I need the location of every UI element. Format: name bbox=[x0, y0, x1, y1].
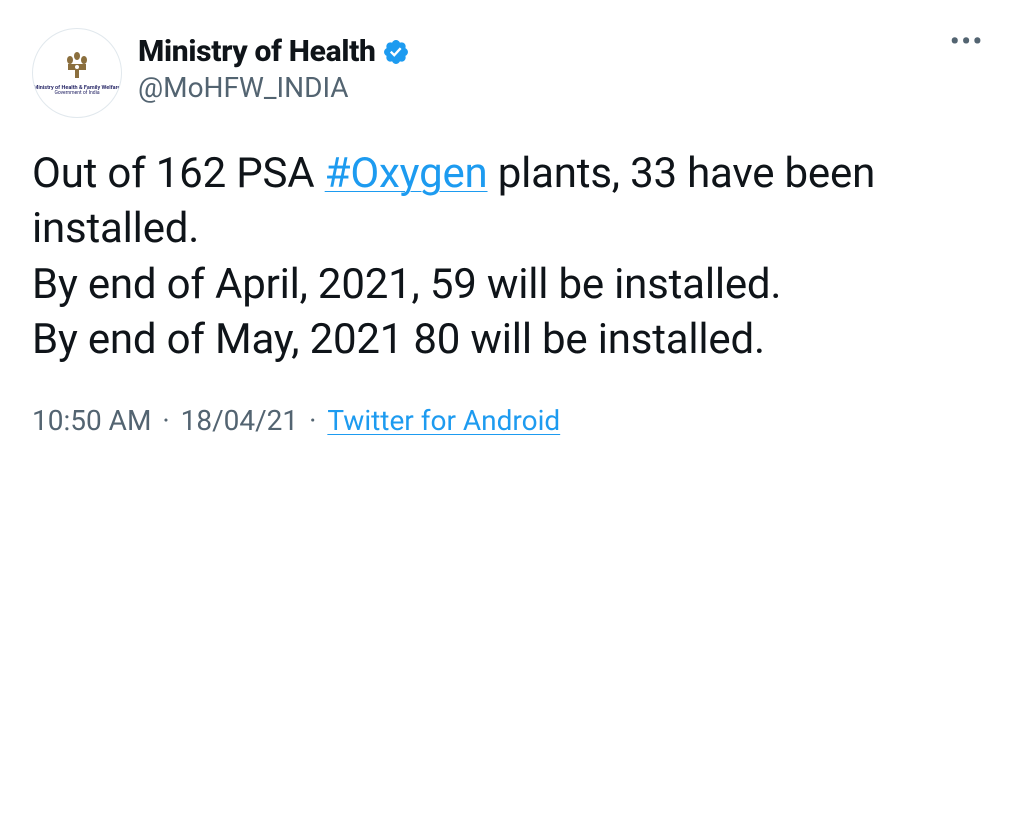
verified-badge-icon bbox=[382, 38, 410, 66]
source-link[interactable]: Twitter for Android bbox=[327, 404, 560, 437]
avatar-org-subtext: Government of India bbox=[54, 91, 99, 97]
body-line2: By end of April, 2021, 59 will be instal… bbox=[32, 260, 781, 309]
tweet-header: Ministry of Health & Family Welfare Gove… bbox=[32, 28, 992, 118]
display-name-row: Ministry of Health bbox=[138, 34, 926, 69]
ellipsis-icon: ••• bbox=[950, 27, 984, 57]
body-line3: By end of May, 2021 80 will be installed… bbox=[32, 315, 765, 364]
tweet-time[interactable]: 10:50 AM bbox=[32, 404, 151, 437]
meta-separator: · bbox=[155, 404, 176, 437]
body-text-part1: Out of 162 PSA bbox=[32, 149, 325, 198]
handle[interactable]: @MoHFW_INDIA bbox=[138, 71, 926, 104]
tweet-date[interactable]: 18/04/21 bbox=[181, 404, 299, 437]
hashtag-link[interactable]: #Oxygen bbox=[325, 149, 488, 198]
avatar[interactable]: Ministry of Health & Family Welfare Gove… bbox=[32, 28, 122, 118]
meta-separator: · bbox=[302, 404, 323, 437]
more-options-button[interactable]: ••• bbox=[942, 28, 992, 57]
display-name[interactable]: Ministry of Health bbox=[138, 34, 376, 69]
tweet-body: Out of 162 PSA #Oxygen plants, 33 have b… bbox=[32, 146, 992, 368]
avatar-emblem-icon bbox=[64, 50, 90, 83]
tweet-meta: 10:50 AM · 18/04/21 · Twitter for Androi… bbox=[32, 404, 992, 437]
header-info: Ministry of Health @MoHFW_INDIA bbox=[138, 28, 926, 104]
